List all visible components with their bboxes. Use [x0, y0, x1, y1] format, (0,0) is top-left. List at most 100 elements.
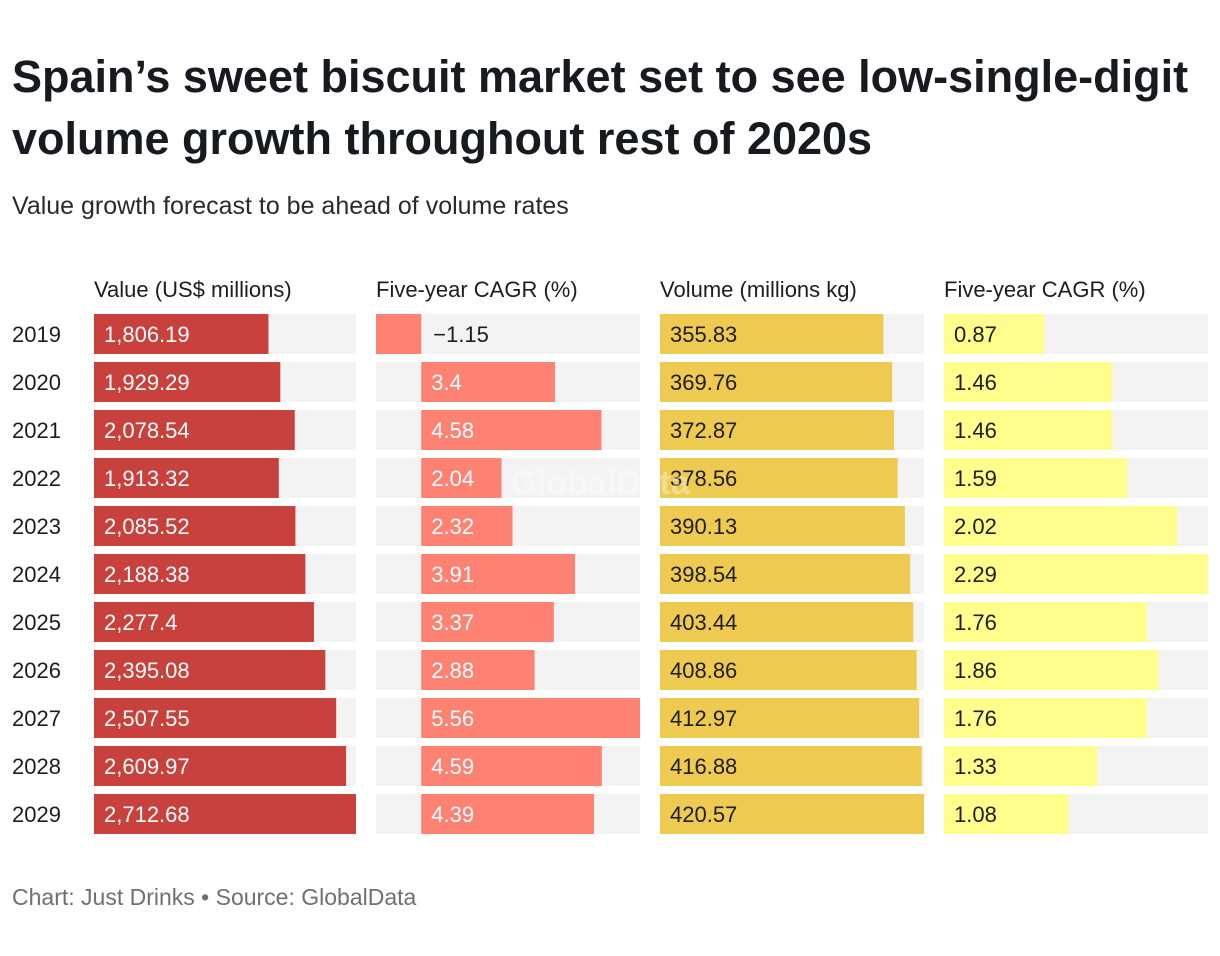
column-header: Value (US$ millions): [94, 277, 292, 302]
data-label: 1,913.32: [104, 466, 190, 491]
data-label: 2,395.08: [104, 658, 190, 683]
bar: [421, 506, 513, 546]
data-label: 4.39: [431, 802, 474, 827]
year-label: 2024: [12, 562, 61, 587]
data-label: 1.86: [954, 658, 997, 683]
data-label: 1.46: [954, 370, 997, 395]
data-label: 1,806.19: [104, 322, 190, 347]
data-label: 378.56: [670, 466, 737, 491]
data-label: 2,085.52: [104, 514, 190, 539]
data-label: 1.08: [954, 802, 997, 827]
bar: [660, 794, 924, 834]
data-label: 412.97: [670, 706, 737, 731]
data-label: 2,712.68: [104, 802, 190, 827]
year-label: 2019: [12, 322, 61, 347]
data-label: 3.91: [431, 562, 474, 587]
data-label: 398.54: [670, 562, 737, 587]
bar: [660, 650, 917, 690]
bar: [94, 602, 314, 642]
data-label: 2.88: [431, 658, 474, 683]
bar: [660, 506, 905, 546]
data-label: 2,507.55: [104, 706, 190, 731]
data-label: 1.46: [954, 418, 997, 443]
column-header: Five-year CAGR (%): [376, 277, 578, 302]
bar: [660, 362, 893, 402]
data-label: 3.37: [431, 610, 474, 635]
bar: [944, 362, 1113, 402]
bar: [94, 410, 295, 450]
bar: [660, 746, 922, 786]
data-label: 2,609.97: [104, 754, 190, 779]
data-label: 2.29: [954, 562, 997, 587]
bar: [94, 746, 347, 786]
year-label: 2025: [12, 610, 61, 635]
column-header: Volume (millions kg): [660, 277, 857, 302]
chart-title: Spain’s sweet biscuit market set to see …: [12, 51, 1189, 164]
bar: [944, 554, 1208, 594]
data-label: 420.57: [670, 802, 737, 827]
data-label: 2.04: [431, 466, 474, 491]
data-label: 1.76: [954, 610, 997, 635]
bar: [421, 602, 554, 642]
bar: [421, 458, 502, 498]
year-label: 2027: [12, 706, 61, 731]
bar: [944, 698, 1147, 738]
bar: [376, 314, 422, 354]
bar: [94, 554, 306, 594]
data-label: 2,188.38: [104, 562, 190, 587]
data-label: 372.87: [670, 418, 737, 443]
bar: [660, 458, 898, 498]
data-label: 1.59: [954, 466, 997, 491]
bar: [94, 362, 281, 402]
data-label: 3.4: [431, 370, 462, 395]
column-header: Five-year CAGR (%): [944, 277, 1146, 302]
year-label: 2023: [12, 514, 61, 539]
year-label: 2022: [12, 466, 61, 491]
bar: [660, 314, 884, 354]
data-label: 1.33: [954, 754, 997, 779]
data-label: 5.56: [431, 706, 474, 731]
bar: [94, 698, 337, 738]
bar: [421, 794, 594, 834]
data-label: 1.76: [954, 706, 997, 731]
bar: [660, 698, 920, 738]
data-label: 2,277.4: [104, 610, 177, 635]
data-label: 369.76: [670, 370, 737, 395]
data-label: 4.58: [431, 418, 474, 443]
bar: [944, 410, 1113, 450]
bar: [421, 362, 556, 402]
bar: [94, 794, 356, 834]
bar: [660, 602, 914, 642]
year-label: 2028: [12, 754, 61, 779]
bar: [944, 458, 1128, 498]
bar: [94, 458, 279, 498]
data-label: 416.88: [670, 754, 737, 779]
bar: [421, 554, 576, 594]
bar: [944, 794, 1069, 834]
watermark: GlobalData: [510, 464, 691, 502]
chart-subtitle: Value growth forecast to be ahead of vol…: [12, 192, 569, 220]
bar: [660, 410, 895, 450]
bar: [94, 650, 326, 690]
data-label: 408.86: [670, 658, 737, 683]
data-label: 355.83: [670, 322, 737, 347]
chart-footer: Chart: Just Drinks • Source: GlobalData: [12, 884, 417, 910]
data-label: 2.02: [954, 514, 997, 539]
bar: [660, 554, 911, 594]
bar: [944, 314, 1045, 354]
bar: [421, 698, 640, 738]
year-label: 2021: [12, 418, 61, 443]
data-label: 4.59: [431, 754, 474, 779]
bar: [94, 314, 269, 354]
bar: [944, 650, 1159, 690]
bar: [944, 746, 1098, 786]
bar: [944, 506, 1177, 546]
year-label: 2029: [12, 802, 61, 827]
bar-track: [376, 458, 640, 498]
bar: [421, 650, 535, 690]
data-label: 0.87: [954, 322, 997, 347]
bar: [421, 746, 602, 786]
bar: [421, 410, 602, 450]
bar: [94, 506, 296, 546]
